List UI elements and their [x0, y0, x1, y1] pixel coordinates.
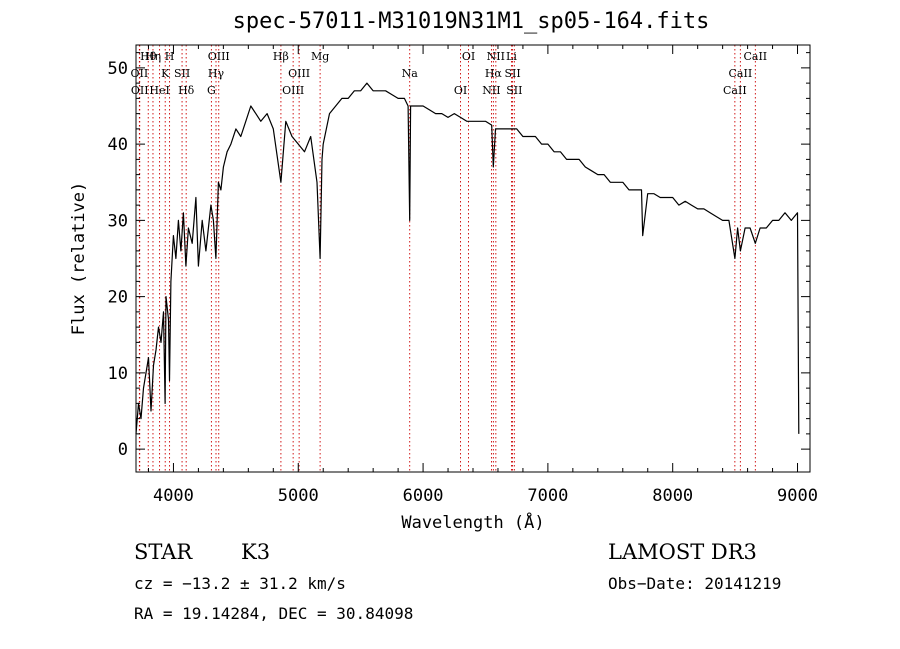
- spectral-line-label-11: G: [207, 84, 216, 97]
- y-tick-label-4: 40: [108, 135, 128, 155]
- spectral-line-label-20: NII: [482, 84, 500, 97]
- spectral-line-label-8: Hδ: [178, 84, 195, 97]
- spectral-line-label-6: H: [165, 50, 175, 63]
- spectral-line-label-15: Mg: [311, 50, 329, 63]
- spectrum-series-0: [135, 82, 800, 434]
- y-tick-label-1: 10: [108, 364, 128, 384]
- spectral-line-label-7: SII: [174, 67, 190, 80]
- spectral-line-label-25: CaII: [729, 67, 753, 80]
- object-subclass: K3: [241, 540, 271, 564]
- spectral-line-label-5: HeI: [149, 84, 169, 97]
- spectral-line-label-4: K: [161, 67, 170, 80]
- x-tick-label-5: 9000: [777, 486, 818, 506]
- spectral-line-label-1: OII: [131, 67, 149, 80]
- spectral-line-markers: [138, 45, 756, 472]
- y-tick-label-3: 30: [108, 211, 128, 231]
- spectral-line-label-2: OII: [131, 84, 149, 97]
- x-tick-label-4: 8000: [652, 486, 693, 506]
- chart-title: spec-57011-M31019N31M1_sp05-164.fits: [232, 9, 710, 34]
- spectral-line-label-18: OI: [462, 50, 475, 63]
- spectral-line-labels: HθOIIOIIHηKHeIHSIIHδOIIIHγGHβOIIIOIIIMgN…: [131, 50, 768, 97]
- plot-area: [135, 82, 800, 434]
- y-tick-label-5: 50: [108, 59, 128, 79]
- spectral-line-label-12: Hβ: [273, 50, 289, 63]
- x-tick-label-3: 7000: [527, 486, 568, 506]
- survey-name: LAMOST DR3: [608, 540, 757, 564]
- redshift-cz: cz = −13.2 ± 31.2 km/s: [134, 574, 346, 593]
- spectral-line-label-19: Hα: [485, 67, 503, 80]
- spectral-line-label-10: Hγ: [208, 67, 225, 80]
- plot-frame: [135, 44, 811, 473]
- spectral-line-label-14: OIII: [282, 84, 304, 97]
- spectral-line-label-3: Hη: [145, 50, 161, 63]
- spectral-line-label-23: SII: [506, 84, 522, 97]
- spectral-line-label-27: CaII: [743, 50, 767, 63]
- coordinates: RA = 19.14284, DEC = 30.84098: [134, 604, 414, 623]
- spectral-line-label-21: NII: [487, 50, 505, 63]
- spectral-line-label-26: CaII: [723, 84, 747, 97]
- x-tick-label-0: 4000: [153, 486, 194, 506]
- spectral-line-label-0: Hθ: [140, 50, 157, 63]
- y-axis-label: Flux (relative): [69, 182, 89, 336]
- spectral-line-label-17: OI: [454, 84, 467, 97]
- y-tick-label-0: 0: [118, 440, 128, 460]
- x-tick-label-1: 5000: [278, 486, 319, 506]
- x-tick-label-2: 6000: [403, 486, 444, 506]
- spectral-line-label-13: OIII: [288, 67, 310, 80]
- x-axis-label: Wavelength (Å): [401, 511, 544, 533]
- spectral-line-label-22: SII: [504, 67, 520, 80]
- obs-date: Obs−Date: 20141219: [608, 574, 782, 593]
- y-tick-label-2: 20: [108, 288, 128, 308]
- axes: 4000 5000 6000 7000 8000 9000 0 10 20 30 40 50 Wavel…: [69, 44, 818, 533]
- spectral-line-label-24: Li: [506, 50, 517, 63]
- spectral-line-label-16: Na: [402, 67, 419, 80]
- spectral-line-label-9: OIII: [208, 50, 230, 63]
- object-class: STAR: [134, 540, 193, 564]
